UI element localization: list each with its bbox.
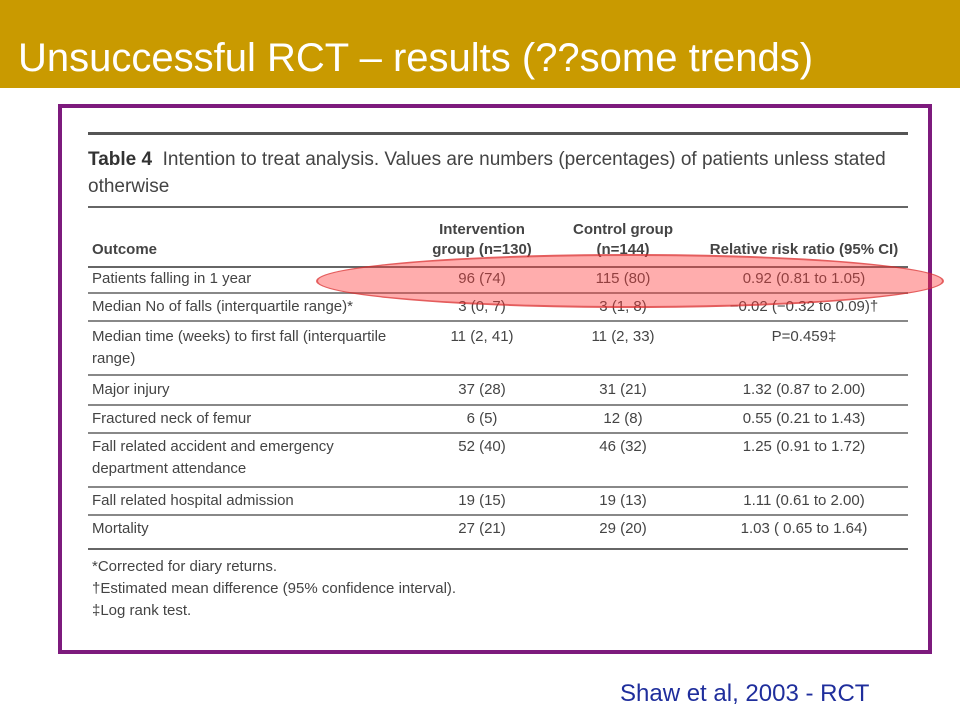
table-label: Table 4	[88, 149, 153, 170]
header-intervention-line1: Intervention	[439, 221, 525, 238]
header-intervention: Intervention group (n=130)	[422, 220, 542, 260]
footnote: †Estimated mean difference (95% confiden…	[92, 580, 457, 597]
cell-outcome: Mortality	[92, 520, 149, 537]
cell-control: 19 (13)	[599, 492, 647, 509]
row-separator	[88, 432, 908, 434]
top-rule	[88, 132, 908, 135]
cell-outcome: Major injury	[92, 381, 170, 398]
table-frame: Table 4 Intention to treat analysis. Val…	[58, 104, 932, 654]
header-outcome: Outcome	[92, 241, 158, 258]
cell-relative-risk: 1.03 ( 0.65 to 1.64)	[740, 520, 868, 537]
cell-control: 12 (8)	[603, 410, 643, 427]
row-separator	[88, 514, 908, 516]
cell-relative-risk: 0.55 (0.21 to 1.43)	[742, 410, 866, 427]
table-caption-text: Intention to treat analysis. Values are …	[88, 149, 886, 197]
cell-relative-risk: 1.32 (0.87 to 2.00)	[742, 381, 866, 398]
cell-intervention: 37 (28)	[458, 381, 506, 398]
caption-rule	[88, 206, 908, 208]
cell-outcome: Patients falling in 1 year	[92, 270, 252, 287]
footnote: *Corrected for diary returns.	[92, 558, 278, 575]
row-separator	[88, 320, 908, 322]
bottom-rule	[88, 548, 908, 550]
cell-relative-risk: P=0.459‡	[771, 328, 837, 345]
cell-control: 31 (21)	[599, 381, 647, 398]
cell-control: 11 (2, 33)	[591, 328, 655, 345]
cell-outcome: Fall related accident and emergency depa…	[92, 438, 334, 477]
header-intervention-line2: group (n=130)	[432, 241, 532, 258]
row-separator	[88, 486, 908, 488]
cell-outcome: Fractured neck of femur	[92, 410, 252, 427]
cell-intervention: 52 (40)	[458, 438, 506, 455]
citation: Shaw et al, 2003 - RCT	[620, 680, 870, 707]
cell-intervention: 19 (15)	[458, 492, 506, 509]
cell-control: 29 (20)	[599, 520, 647, 537]
row-separator	[88, 404, 908, 406]
highlight-ellipse	[316, 254, 944, 308]
cell-intervention: 6 (5)	[466, 410, 498, 427]
slide-title: Unsuccessful RCT – results (??some trend…	[18, 36, 814, 80]
cell-outcome: Fall related hospital admission	[92, 492, 294, 509]
cell-relative-risk: 1.11 (0.61 to 2.00)	[743, 492, 865, 509]
cell-relative-risk: 1.25 (0.91 to 1.72)	[742, 438, 866, 455]
row-separator	[88, 374, 908, 376]
table-caption: Table 4 Intention to treat analysis. Val…	[88, 146, 908, 200]
cell-outcome: Median No of falls (interquartile range)…	[92, 298, 353, 315]
header-control-line1: Control group	[573, 221, 673, 238]
footnote: ‡Log rank test.	[92, 602, 192, 619]
header-relative-risk: Relative risk ratio (95% CI)	[709, 241, 899, 258]
title-bar: Unsuccessful RCT – results (??some trend…	[0, 0, 960, 88]
cell-intervention: 11 (2, 41)	[450, 328, 514, 345]
cell-control: 46 (32)	[599, 438, 647, 455]
cell-intervention: 27 (21)	[458, 520, 506, 537]
cell-outcome: Median time (weeks) to first fall (inter…	[92, 328, 387, 367]
